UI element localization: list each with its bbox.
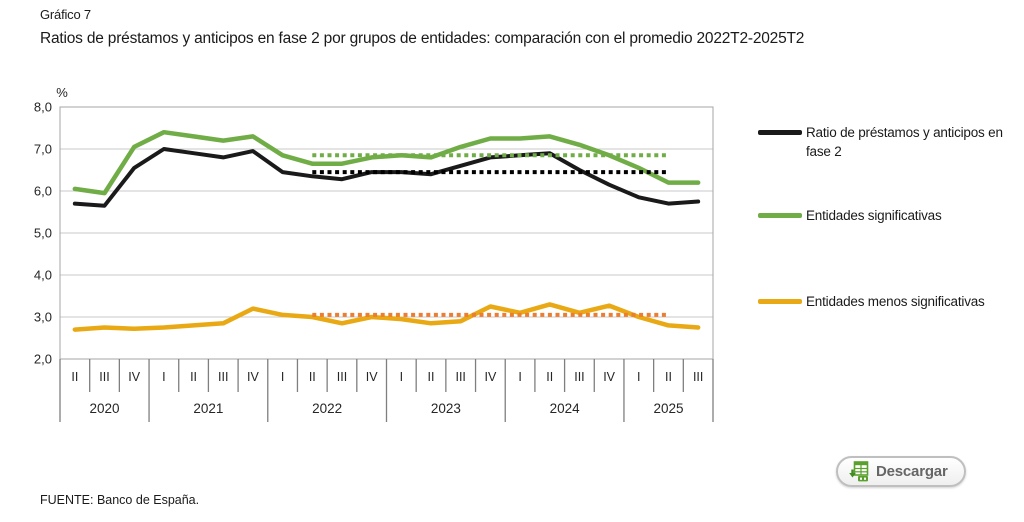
x-quarter-label: I xyxy=(637,370,640,384)
y-axis-tick-label: 4,0 xyxy=(34,268,52,283)
legend-item-entidades-menos-significativas: Entidades menos significativas xyxy=(758,292,985,311)
x-quarter-label: IV xyxy=(128,370,140,384)
x-quarter-label: II xyxy=(309,370,316,384)
legend-swatch-orange-line xyxy=(758,299,802,304)
x-quarter-label: IV xyxy=(366,370,378,384)
x-quarter-label: III xyxy=(574,370,584,384)
x-quarter-label: I xyxy=(281,370,284,384)
series-line-ratio-de-pr-stamos-y-anticipos-en-fase-2 xyxy=(72,147,701,208)
x-year-label: 2023 xyxy=(431,401,461,416)
x-quarter-label: III xyxy=(218,370,228,384)
x-quarter-label: III xyxy=(337,370,347,384)
chart-number-label: Gráfico 7 xyxy=(40,7,91,22)
series-line-entidades-significativas xyxy=(72,129,701,196)
x-quarter-label: IV xyxy=(603,370,615,384)
y-axis-tick-label: 8,0 xyxy=(34,100,52,115)
legend-swatch-green-line xyxy=(758,213,802,218)
x-year-label: 2025 xyxy=(653,401,683,416)
x-quarter-label: IV xyxy=(484,370,496,384)
download-button-label: Descargar xyxy=(876,463,948,480)
x-quarter-label: I xyxy=(518,370,521,384)
x-quarter-label: II xyxy=(190,370,197,384)
y-axis-tick-label: 7,0 xyxy=(34,142,52,157)
download-button[interactable]: Descargar xyxy=(836,456,966,487)
excel-download-icon xyxy=(849,461,869,482)
x-year-label: 2022 xyxy=(312,401,342,416)
y-axis-tick-label: 2,0 xyxy=(34,352,52,367)
legend-swatch-black-line xyxy=(758,130,802,135)
y-axis-tick-label: 5,0 xyxy=(34,226,52,241)
x-quarter-label: II xyxy=(428,370,435,384)
x-year-label: 2021 xyxy=(193,401,223,416)
x-year-label: 2024 xyxy=(550,401,581,416)
x-quarter-label: II xyxy=(71,370,78,384)
y-axis-tick-label: 6,0 xyxy=(34,184,52,199)
x-quarter-label: III xyxy=(99,370,109,384)
y-axis-tick-label: 3,0 xyxy=(34,310,52,325)
chart-canvas: 8,07,06,05,04,03,02,0%II III IV I II III IV I II… xyxy=(34,85,714,422)
legend: Ratio de préstamos y anticipos en fase 2… xyxy=(758,0,1024,400)
x-quarter-label: III xyxy=(693,370,703,384)
x-quarter-label: IV xyxy=(247,370,259,384)
y-axis-unit-label: % xyxy=(56,85,68,100)
series-line-entidades-menos-significativas xyxy=(72,302,701,332)
x-year-label: 2020 xyxy=(89,401,119,416)
x-quarter-label: III xyxy=(455,370,465,384)
x-quarter-label: I xyxy=(400,370,403,384)
x-quarter-label: II xyxy=(665,370,672,384)
legend-label: Ratio de préstamos y anticipos en fase 2 xyxy=(806,125,1003,159)
legend-item-ratio-fase2: Ratio de préstamos y anticipos en fase 2 xyxy=(758,123,1024,161)
legend-item-entidades-significativas: Entidades significativas xyxy=(758,206,942,225)
legend-label: Entidades menos significativas xyxy=(806,294,985,309)
legend-label: Entidades significativas xyxy=(806,208,942,223)
x-quarter-label: II xyxy=(546,370,553,384)
source-note: FUENTE: Banco de España. xyxy=(40,493,200,507)
chart-title: Ratios de préstamos y anticipos en fase … xyxy=(40,30,805,47)
x-quarter-label: I xyxy=(162,370,165,384)
